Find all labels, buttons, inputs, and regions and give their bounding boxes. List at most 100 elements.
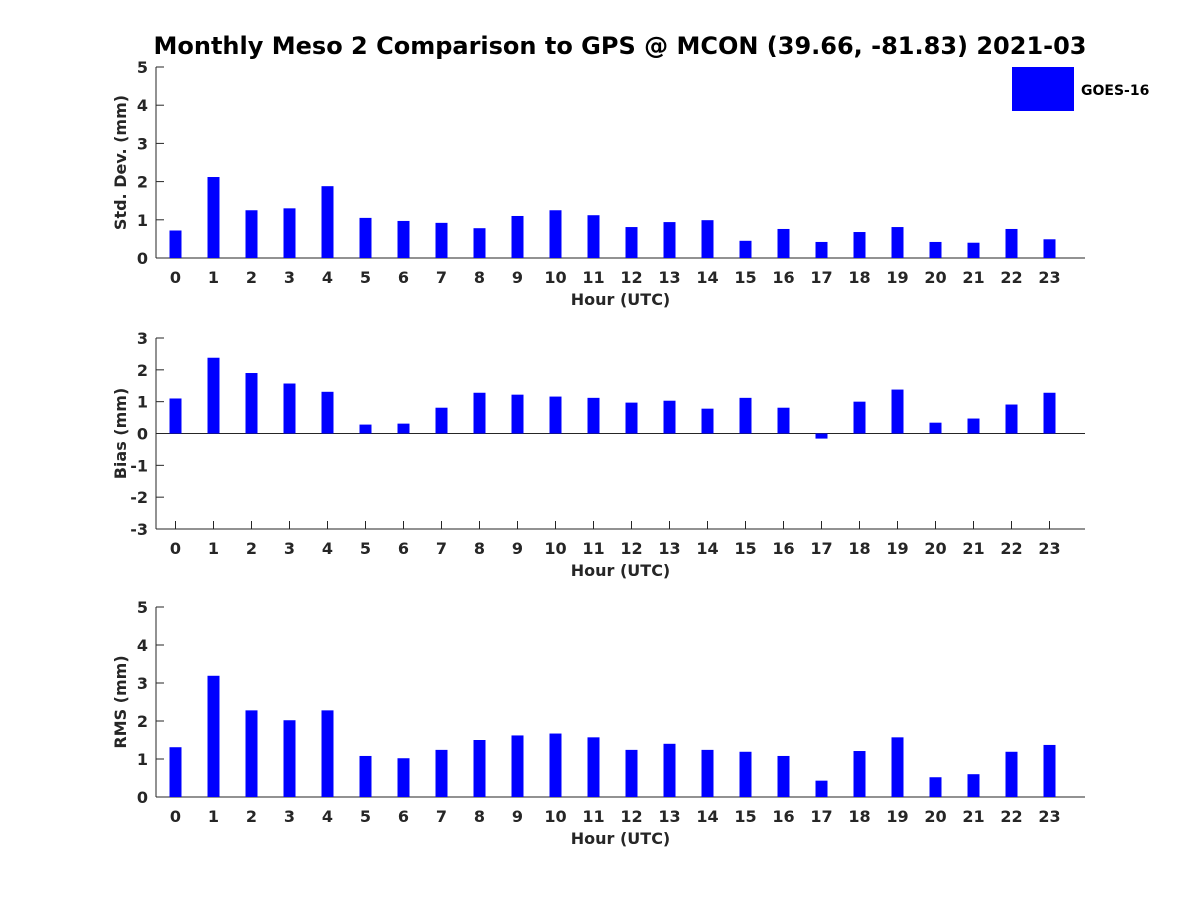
y-tick-label: -3 [130,520,148,539]
x-tick-label: 12 [620,268,642,287]
y-tick-label: 1 [137,750,148,769]
bar-bias-mm-hour-5 [359,424,372,434]
x-tick-label: 21 [962,539,984,558]
x-tick-label: 14 [696,807,718,826]
x-tick-label: 18 [848,807,870,826]
x-tick-label: 23 [1038,807,1060,826]
x-tick-label: 2 [246,539,257,558]
bar-bias-mm-hour-14 [701,408,714,434]
x-tick-label: 18 [848,268,870,287]
y-tick-label: 0 [137,425,148,444]
x-tick-label: 9 [512,268,523,287]
y-axis-label: Bias (mm) [111,388,130,480]
bar-std-dev-mm-hour-12 [625,227,638,258]
x-tick-label: 10 [544,268,566,287]
bar-rms-mm-hour-17 [815,780,828,797]
y-tick-label: 4 [137,96,148,115]
x-tick-label: 9 [512,539,523,558]
y-tick-label: 5 [137,58,148,77]
x-tick-label: 5 [360,539,371,558]
y-tick-label: 1 [137,211,148,230]
chart-title: Monthly Meso 2 Comparison to GPS @ MCON … [154,32,1087,60]
x-tick-label: 22 [1000,539,1022,558]
bar-rms-mm-hour-20 [929,777,942,797]
x-tick-label: 7 [436,268,447,287]
x-tick-label: 15 [734,268,756,287]
x-tick-label: 4 [322,807,333,826]
bar-std-dev-mm-hour-18 [853,232,866,258]
bar-rms-mm-hour-12 [625,749,638,797]
bar-rms-mm-hour-19 [891,737,904,797]
x-tick-label: 15 [734,807,756,826]
bar-rms-mm-hour-13 [663,743,676,797]
y-tick-label: 0 [137,249,148,268]
x-tick-label: 11 [582,268,604,287]
x-tick-label: 6 [398,268,409,287]
x-tick-label: 9 [512,807,523,826]
x-tick-label: 20 [924,539,946,558]
bar-rms-mm-hour-22 [1005,751,1018,797]
x-tick-label: 10 [544,539,566,558]
bar-bias-mm-hour-8 [473,392,486,434]
x-tick-label: 4 [322,268,333,287]
bar-rms-mm-hour-5 [359,755,372,797]
bar-bias-mm-hour-7 [435,407,448,434]
x-tick-label: 0 [170,807,181,826]
bar-rms-mm-hour-10 [549,733,562,797]
bar-std-dev-mm-hour-22 [1005,228,1018,258]
x-tick-label: 8 [474,807,485,826]
y-axis-label: Std. Dev. (mm) [111,95,130,230]
bar-std-dev-mm-hour-14 [701,220,714,258]
bar-std-dev-mm-hour-5 [359,217,372,258]
bar-std-dev-mm-hour-19 [891,227,904,258]
bar-rms-mm-hour-15 [739,751,752,797]
x-tick-label: 2 [246,268,257,287]
x-tick-label: 16 [772,268,794,287]
x-tick-label: 1 [208,268,219,287]
legend-swatch [1012,67,1074,111]
bar-bias-mm-hour-12 [625,402,638,434]
x-tick-label: 2 [246,807,257,826]
x-tick-label: 18 [848,539,870,558]
x-tick-label: 0 [170,268,181,287]
x-tick-label: 1 [208,539,219,558]
x-tick-label: 22 [1000,807,1022,826]
bar-std-dev-mm-hour-4 [321,186,334,258]
x-tick-label: 20 [924,807,946,826]
bar-bias-mm-hour-21 [967,418,980,434]
bar-std-dev-mm-hour-11 [587,215,600,258]
bar-std-dev-mm-hour-3 [283,208,296,258]
bar-std-dev-mm-hour-17 [815,241,828,258]
x-axis-label: Hour (UTC) [571,290,671,309]
bar-bias-mm-hour-11 [587,397,600,434]
x-tick-label: 12 [620,539,642,558]
bar-bias-mm-hour-20 [929,422,942,434]
bar-rms-mm-hour-18 [853,751,866,797]
x-tick-label: 1 [208,807,219,826]
x-tick-label: 13 [658,807,680,826]
bar-std-dev-mm-hour-6 [397,220,410,258]
x-tick-label: 22 [1000,268,1022,287]
x-tick-label: 19 [886,268,908,287]
y-tick-label: 4 [137,636,148,655]
x-tick-label: 20 [924,268,946,287]
x-tick-label: 23 [1038,539,1060,558]
x-tick-label: 12 [620,807,642,826]
x-tick-label: 3 [284,807,295,826]
bar-rms-mm-hour-2 [245,710,258,797]
bar-bias-mm-hour-19 [891,389,904,434]
x-tick-label: 8 [474,268,485,287]
x-tick-label: 3 [284,268,295,287]
y-tick-label: 3 [137,329,148,348]
bar-bias-mm-hour-3 [283,383,296,434]
bar-std-dev-mm-hour-2 [245,210,258,258]
bar-bias-mm-hour-6 [397,423,410,434]
y-tick-label: 1 [137,393,148,412]
bar-bias-mm-hour-10 [549,396,562,434]
y-tick-label: 2 [137,712,148,731]
x-axis-label: Hour (UTC) [571,561,671,580]
x-tick-label: 14 [696,268,718,287]
